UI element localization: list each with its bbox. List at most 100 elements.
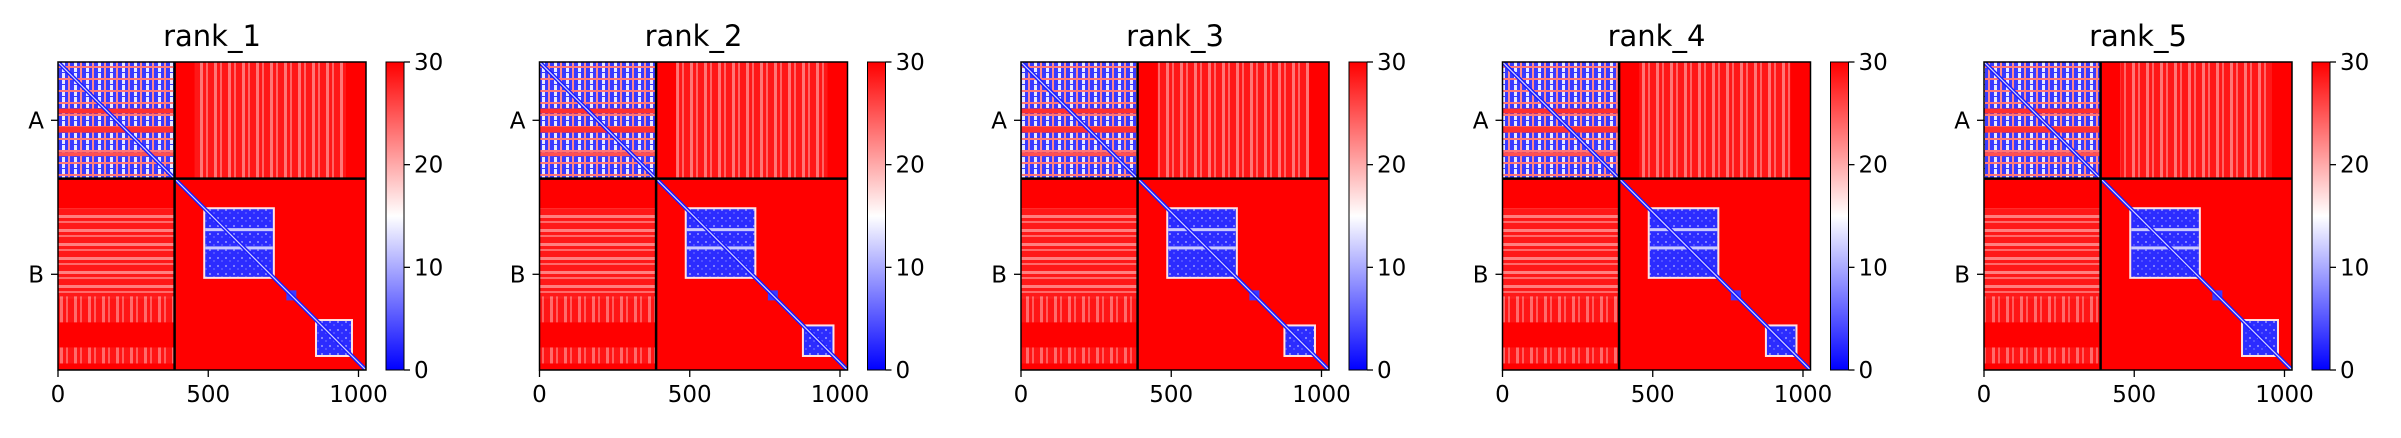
stripe	[1021, 108, 1138, 114]
x-tick-label: 500	[1149, 382, 1193, 408]
x-tick-label: 500	[668, 382, 712, 408]
stripe	[1984, 152, 2101, 157]
block-stripe	[1168, 246, 1236, 250]
diagonal	[1502, 62, 1811, 370]
y-tick-label: B	[28, 262, 44, 288]
axes-frame	[1501, 61, 1812, 371]
stripe	[1502, 152, 1620, 157]
chart-title: rank_5	[2089, 19, 2187, 53]
panel-rank_3: rank_3 0 500 1000 A B 0 10 20 30	[991, 19, 1406, 408]
x-tick-label: 1000	[811, 382, 870, 408]
y-tick-label: A	[1473, 108, 1489, 134]
heatmap	[58, 62, 366, 370]
x-tick-label: 0	[1014, 382, 1029, 408]
off-diagonal-stripes	[1502, 208, 1620, 299]
block-stripe	[205, 246, 273, 250]
off-diagonal-stripes	[1021, 347, 1138, 364]
off-diagonal-stripes	[58, 296, 175, 323]
x-tick-label: 0	[51, 382, 66, 408]
colorbar-tick-label: 0	[1377, 358, 1392, 384]
diagonal	[1984, 62, 2292, 370]
chart-title: rank_3	[1126, 19, 1224, 53]
colorbar-tick-label: 20	[414, 153, 443, 179]
panel-rank_1: rank_1 0 500 1000 A B 0 10 20 30	[28, 19, 443, 408]
block-stripe	[686, 246, 755, 250]
x-tick-label: 1000	[2255, 382, 2314, 408]
y-tick-label: B	[1473, 262, 1489, 288]
y-tick-label: A	[1954, 108, 1970, 134]
off-diagonal-stripes	[539, 347, 657, 364]
colorbar-tick-label: 30	[414, 50, 443, 76]
stripe	[1502, 126, 1620, 133]
chart-title: rank_2	[645, 19, 743, 53]
heatmap	[539, 62, 848, 370]
x-tick-label: 1000	[1774, 382, 1833, 408]
x-tick-label: 500	[2112, 382, 2156, 408]
colorbar-tick-label: 10	[1377, 255, 1406, 281]
x-tick-label: 1000	[329, 382, 388, 408]
x-tick-label: 0	[532, 382, 547, 408]
y-tick-label: A	[510, 108, 526, 134]
off-diagonal-stripes	[1502, 347, 1620, 364]
stripe	[1021, 126, 1138, 133]
heatmap	[1021, 62, 1329, 370]
heatmap	[1502, 62, 1811, 370]
x-tick-label: 0	[1495, 382, 1510, 408]
panel-rank_2: rank_2 0 500 1000 A B 0 10 20 30	[510, 19, 925, 408]
colorbar-tick-label: 20	[1859, 153, 1888, 179]
panel-rank_4: rank_4 0 500 1000 A B 0 10 20 30	[1473, 19, 1888, 408]
stripe	[58, 126, 175, 133]
stripe	[58, 108, 175, 114]
off-diagonal-stripes	[1984, 296, 2101, 323]
y-tick-label: B	[1954, 262, 1970, 288]
colorbar-tick-label: 10	[1859, 255, 1888, 281]
stripe	[1984, 126, 2101, 133]
colorbar-tick-label: 30	[1377, 50, 1406, 76]
x-tick-label: 500	[186, 382, 230, 408]
colorbar	[385, 61, 405, 371]
colorbar-tick-label: 10	[414, 255, 443, 281]
x-tick-label: 500	[1631, 382, 1675, 408]
colorbar-tick-label: 20	[2340, 153, 2369, 179]
off-diagonal-stripes	[539, 208, 657, 299]
colorbar-tick-label: 0	[2340, 358, 2355, 384]
axes-frame	[57, 61, 367, 371]
block-stripe	[1649, 246, 1718, 250]
off-diagonal-stripes	[1502, 296, 1620, 323]
axes-frame	[1983, 61, 2293, 371]
off-diagonal-stripes	[1021, 296, 1138, 323]
stripe	[539, 126, 657, 133]
colorbar-tick-label: 30	[896, 50, 925, 76]
colorbar	[1348, 61, 1368, 371]
colorbar	[2311, 61, 2331, 371]
colorbar-tick-label: 0	[1859, 358, 1874, 384]
off-diagonal-stripes	[58, 347, 175, 364]
stripe	[1021, 152, 1138, 157]
colorbar-tick-label: 10	[2340, 255, 2369, 281]
colorbar-tick-label: 10	[896, 255, 925, 281]
block-stripe	[686, 228, 755, 232]
y-tick-label: A	[991, 108, 1007, 134]
off-diagonal-stripes	[58, 208, 175, 299]
colorbar-tick-label: 20	[1377, 153, 1406, 179]
colorbar	[1830, 61, 1849, 371]
stripe	[539, 152, 657, 157]
stripe	[1984, 108, 2101, 114]
x-tick-label: 1000	[1292, 382, 1351, 408]
chart-title: rank_4	[1608, 19, 1706, 53]
colorbar	[867, 61, 886, 371]
off-diagonal-stripes	[2120, 62, 2272, 179]
stripe	[58, 152, 175, 157]
x-tick-label: 0	[1977, 382, 1992, 408]
diagonal	[58, 62, 366, 370]
stripe	[539, 108, 657, 114]
colorbar-tick-label: 30	[2340, 50, 2369, 76]
off-diagonal-stripes	[1157, 62, 1309, 179]
diagonal	[539, 62, 848, 370]
block-stripe	[2131, 246, 2199, 250]
axes-frame	[1020, 61, 1330, 371]
off-diagonal-stripes	[1639, 62, 1791, 179]
block-stripe	[205, 228, 273, 232]
heatmap	[1984, 62, 2292, 370]
